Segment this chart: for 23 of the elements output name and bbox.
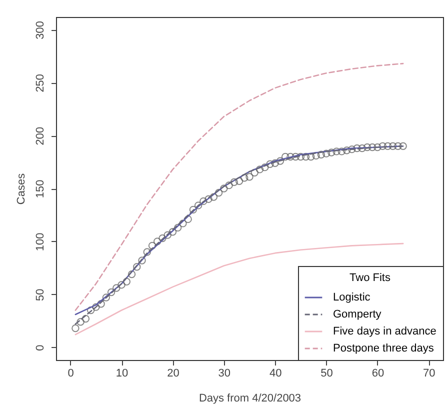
legend-title: Two Fits	[350, 272, 391, 284]
legend-label: Gomperty	[333, 308, 382, 320]
y-tick-label: 300	[34, 21, 46, 40]
y-axis-title: Cases	[16, 172, 28, 205]
x-tick-label: 70	[423, 368, 436, 380]
y-tick-label: 0	[34, 344, 46, 351]
x-axis-title: Days from 4/20/2003	[198, 392, 302, 404]
x-tick-label: 50	[320, 368, 333, 380]
line-series	[74, 62, 404, 311]
x-tick-label: 20	[167, 368, 180, 380]
legend-label: Logistic	[333, 292, 371, 304]
legend-label: Postpone three days	[333, 342, 434, 354]
x-tick-label: 60	[372, 368, 384, 380]
legend-label: Five days in advance	[333, 326, 436, 338]
x-tick-label: 40	[269, 368, 282, 380]
x-tick-label: 10	[116, 368, 128, 380]
y-tick-label: 150	[34, 180, 46, 198]
y-tick-label: 50	[34, 288, 46, 301]
y-tick-label: 100	[34, 232, 46, 252]
x-tick-label: 30	[218, 368, 231, 380]
y-tick-label: 200	[34, 126, 46, 146]
x-tick-label: 0	[68, 368, 74, 380]
y-tick-label: 250	[34, 74, 46, 92]
